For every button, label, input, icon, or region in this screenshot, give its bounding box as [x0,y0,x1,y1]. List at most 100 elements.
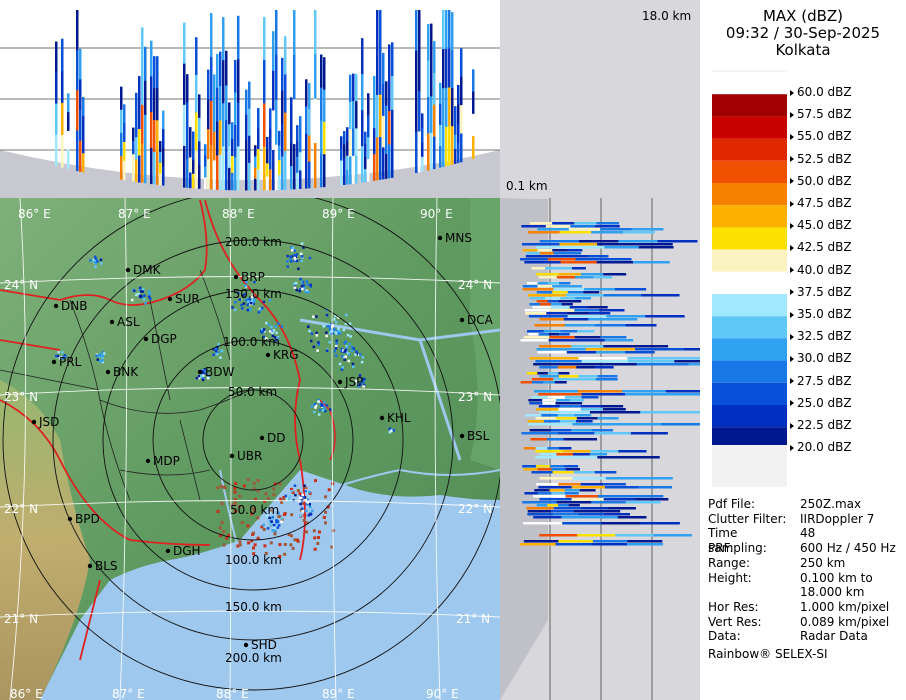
profile-cell [198,117,201,142]
reflectivity-pixel [360,360,364,364]
reflectivity-pixel [299,514,302,518]
reflectivity-pixel [322,325,326,328]
profile-cell [296,172,299,190]
reflectivity-pixel [299,252,303,256]
reflectivity-pixel [343,341,346,345]
city-label: KRG [273,348,299,362]
profile-cell [528,423,573,426]
reflectivity-pixel [291,491,295,495]
profile-cell [323,57,326,91]
reflectivity-pixel [250,300,254,303]
reflectivity-pixel [324,510,328,514]
reflectivity-pixel [139,290,143,293]
profile-cell [628,456,660,459]
city-label: MDP [153,454,180,468]
profile-cell [340,160,343,174]
reflectivity-pixel [256,536,260,540]
reflectivity-pixel [326,324,329,328]
profile-cell [225,85,228,121]
profile-cell [634,243,673,246]
metadata-key: Time sampling: [708,526,767,556]
reflectivity-pixel [326,505,330,509]
station-name: Kolkata [775,41,831,59]
profile-cell [216,155,219,190]
reflectivity-pixel [310,509,314,513]
reflectivity-pixel [234,481,238,485]
reflectivity-pixel [305,502,309,506]
profile-cell [530,438,548,441]
profile-cell [531,267,546,270]
reflectivity-pixel [348,342,351,346]
reflectivity-pixel [299,287,302,291]
city-dot [109,319,115,325]
reflectivity-pixel [317,341,320,344]
profile-cell [576,420,593,423]
reflectivity-pixel [299,502,302,506]
city-marker: BPD [67,512,100,526]
reflectivity-pixel [360,378,364,382]
city-label: KHL [387,411,411,425]
profile-cell [635,345,669,348]
profile-cell [595,324,627,327]
reflectivity-pixel [269,541,273,545]
profile-cell [534,489,550,492]
profile-cell [564,396,582,399]
profile-cell [320,120,323,155]
reflectivity-pixel [234,301,237,304]
profile-cell [418,131,421,173]
reflectivity-pixel [236,291,240,295]
profile-cell [135,92,138,116]
reflectivity-pixel [333,350,337,353]
profile-cell [314,143,317,188]
profile-cell [320,87,323,122]
city-marker: DGH [165,544,201,558]
city-dot [125,267,131,273]
reflectivity-pixel [293,282,296,286]
profile-cell [585,348,636,351]
reflectivity-pixel [242,302,246,305]
reflectivity-pixel [147,290,151,293]
profile-cell [549,309,575,312]
reflectivity-pixel [310,332,314,336]
profile-cell [539,366,559,369]
profile-cell [580,273,604,276]
reflectivity-pixel [246,524,250,528]
profile-cell [61,102,64,136]
reflectivity-pixel [246,477,250,481]
profile-cell [523,447,537,450]
profile-cell [573,453,591,456]
city-label: DD [267,431,285,445]
profile-cell [563,450,592,453]
reflectivity-pixel [325,313,329,317]
reflectivity-pixel [302,518,306,522]
profile-cell [183,63,186,106]
profile-cell [364,169,367,183]
lon-label: 90° E [426,687,459,700]
profile-cell [210,144,213,190]
profile-cell [553,507,582,510]
reflectivity-pixel [98,354,101,357]
profile-cell [624,393,669,396]
reflectivity-pixel [289,534,293,538]
profile-cell [570,225,596,228]
legend-label: 57.5 dBZ [790,107,852,121]
reflectivity-pixel [290,255,294,258]
reflectivity-pixel [238,540,242,544]
city-marker: KHL [379,411,411,425]
profile-cell [340,136,343,149]
profile-cell [278,174,281,190]
profile-cell [234,59,237,93]
profile-cell [542,402,556,405]
profile-cell [559,420,577,423]
profile-cell [222,60,225,104]
profile-cell [638,486,673,489]
reflectivity-pixel [250,296,254,299]
profile-cell [523,540,559,543]
lon-label: 88° E [216,687,249,700]
profile-cell [558,372,570,375]
profile-cell [558,483,582,486]
reflectivity-pixel [142,298,146,301]
reflectivity-pixel [340,350,344,353]
reflectivity-pixel [201,378,205,382]
profile-cell [549,489,566,492]
